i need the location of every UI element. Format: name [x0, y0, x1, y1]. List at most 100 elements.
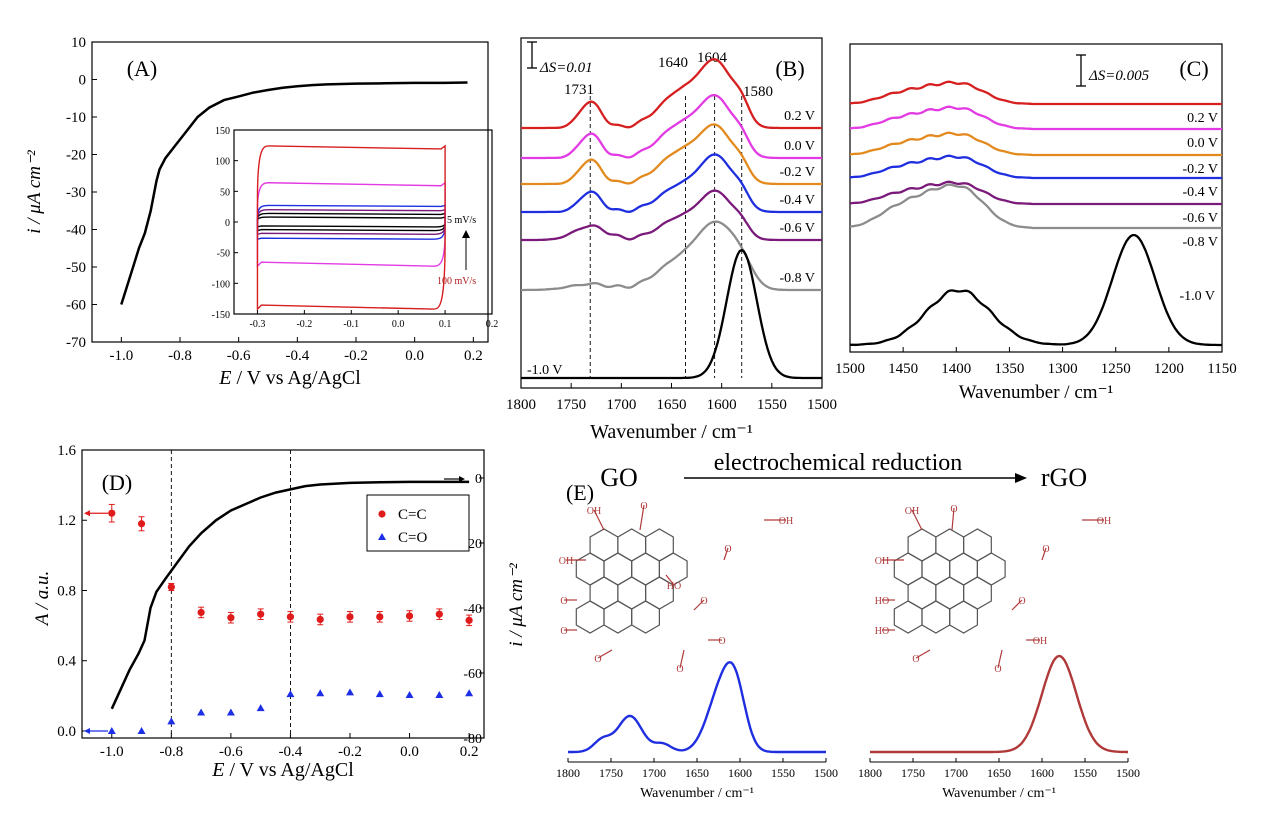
spectrum-2	[521, 123, 822, 186]
ring	[603, 552, 633, 586]
bond	[665, 574, 675, 586]
series-label: -0.4 V	[779, 193, 815, 208]
co-point	[226, 708, 235, 716]
atom-label: O	[994, 664, 1001, 675]
panel-a: -1.0 -0.8 -0.6 -0.4 -0.2 0.0 0.2100-10-20-30-4…	[24, 35, 498, 389]
co-point	[346, 688, 354, 696]
bond	[1011, 599, 1023, 611]
bond	[911, 509, 923, 531]
inset-arrowhead	[462, 230, 470, 238]
series-label: -1.0 V	[1179, 289, 1215, 304]
inset-y-tick-label: -50	[217, 249, 230, 260]
y-axis-label: i / μA cm⁻²	[24, 150, 45, 234]
y-tick-label: -60	[66, 298, 86, 314]
atom-label: O	[950, 504, 957, 515]
bond	[915, 649, 931, 659]
panel-d: -1.0 -0.8 -0.6 -0.4 -0.2 0.0 0.2 0.0 0.4 0.8 1.2 1.…	[32, 443, 527, 781]
go-label: GO	[600, 463, 638, 492]
x-tick-label: 0.0	[400, 744, 419, 760]
ring	[907, 528, 937, 562]
peak-label: 1604	[697, 50, 728, 66]
y-tick-label-right: 0	[475, 472, 482, 487]
right-axis-arrowhead	[459, 476, 465, 482]
x-tick-label: 1150	[1207, 361, 1236, 377]
x-tick-label: 1800	[506, 397, 536, 413]
x-tick-label: 1700	[642, 766, 666, 780]
ring	[617, 576, 647, 610]
atom-label: O	[912, 654, 919, 665]
y-tick-label: -20	[66, 148, 86, 164]
x-tick-label: 1600	[707, 397, 737, 413]
panel-label: (A)	[127, 56, 158, 81]
x-tick-label: 1750	[599, 766, 623, 780]
cv-loop	[256, 212, 446, 232]
atom-label: OH	[779, 516, 793, 527]
x-tick-label: -0.6	[219, 744, 243, 760]
x-tick-label: 1650	[657, 397, 687, 413]
spectrum-6	[850, 233, 1222, 347]
cv-loop	[256, 216, 446, 228]
inset-y-tick-label: 150	[215, 126, 230, 137]
current-curve	[110, 480, 470, 710]
ring	[617, 528, 647, 562]
panel-label: (E)	[566, 480, 594, 505]
x-tick-label: 1800	[556, 766, 580, 780]
bond	[593, 509, 605, 531]
x-axis-label: Wavenumber / cm⁻¹	[959, 382, 1114, 403]
x-tick-label: -0.6	[227, 348, 251, 364]
x-tick-label: 1500	[807, 397, 837, 413]
atom-label: O	[560, 596, 567, 607]
x-tick-label: 0.2	[460, 744, 479, 760]
series-label: -1.0 V	[527, 363, 563, 378]
series-label: 0.2 V	[1187, 111, 1218, 126]
legend-cc-label: C=C	[398, 507, 426, 523]
atom-label: HO	[667, 581, 681, 592]
cc-point	[405, 612, 414, 620]
series-label: 0.0 V	[1187, 136, 1218, 151]
cc-point	[197, 608, 205, 617]
cc-point	[167, 583, 175, 591]
y-tick-label-left: 0.8	[57, 583, 76, 599]
x-tick-label: -0.4	[285, 348, 309, 364]
spectrum-1	[521, 93, 822, 160]
cc-point	[108, 509, 116, 517]
spectrum-3	[849, 154, 1222, 180]
atom-label: OH	[1097, 516, 1111, 527]
series-label: -0.6 V	[1182, 211, 1218, 226]
co-point	[137, 726, 146, 734]
x-tick-label: 1250	[1101, 361, 1131, 377]
x-tick-label: 1650	[987, 766, 1011, 780]
x-axis-label: Wavenumber / cm⁻¹	[640, 786, 754, 801]
scalebar-label: ΔS=0.005	[1088, 68, 1150, 84]
cc-point	[465, 616, 473, 624]
x-tick-label: 1550	[1073, 766, 1097, 780]
panel-b: 1800 1750 1700 1650 1600 1550 1500 Wavenumber /…	[506, 37, 837, 443]
x-tick-label: 1550	[757, 397, 787, 413]
atom-label: OH	[1033, 636, 1047, 647]
y-tick-label: 0	[79, 73, 87, 89]
spectrum-0	[521, 58, 822, 130]
inset-y-tick-label: -150	[212, 310, 230, 321]
x-tick-label: 0.2	[464, 348, 483, 364]
inset-x-tick-label: 0.1	[439, 319, 452, 330]
co-point	[435, 690, 444, 698]
atom-label: O	[676, 664, 683, 675]
bond	[1041, 547, 1047, 561]
cc-point	[435, 610, 443, 618]
series-label: -0.2 V	[779, 165, 815, 180]
bond	[997, 649, 1003, 669]
y-tick-label-right: -60	[463, 667, 482, 682]
ring	[921, 600, 951, 634]
x-axis-label: Wavenumber / cm⁻¹	[942, 786, 1056, 801]
spectrum-4	[849, 180, 1222, 206]
x-tick-label: 1800	[858, 766, 882, 780]
x-tick-label: -1.0	[100, 744, 124, 760]
series-label: -0.4 V	[1182, 185, 1218, 200]
y-tick-label-left: 1.2	[57, 513, 76, 529]
peak-label: 1640	[658, 55, 688, 71]
bond	[597, 649, 613, 659]
x-tick-label: -0.8	[159, 744, 183, 760]
co-point	[107, 726, 116, 734]
reaction-label: electrochemical reduction	[714, 450, 963, 476]
